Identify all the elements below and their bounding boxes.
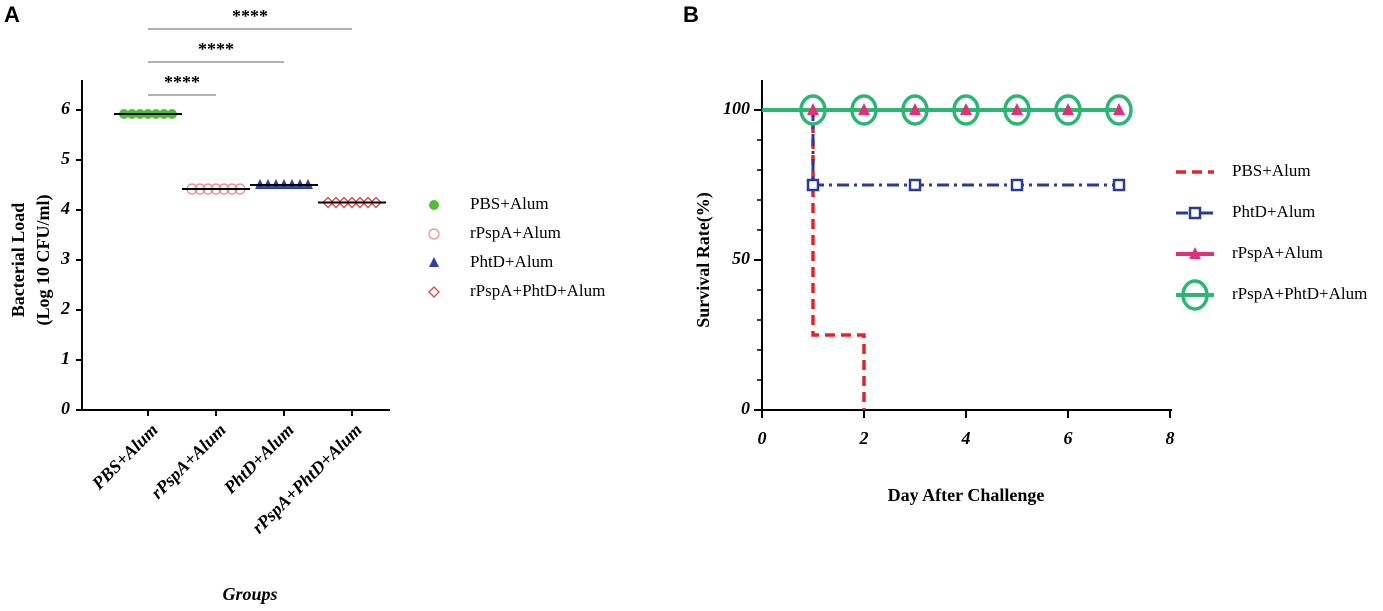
marker: [370, 196, 382, 209]
marker: [354, 196, 366, 209]
legend-label: rPspA+Alum: [470, 223, 561, 242]
marker: [799, 94, 827, 126]
x-axis-label: Groups: [222, 584, 277, 604]
marker: [1113, 103, 1125, 115]
y-tick-label: 0: [61, 398, 70, 418]
y-tick-label: 5: [61, 148, 70, 168]
marker: [428, 286, 440, 298]
x-tick-label: 6: [1064, 428, 1073, 448]
marker: [429, 200, 439, 210]
marker: [346, 196, 358, 209]
marker: [330, 196, 342, 209]
significance-label: ****: [232, 6, 268, 26]
marker: [908, 178, 922, 192]
y-tick-label: 6: [61, 98, 70, 118]
marker: [1105, 94, 1133, 126]
marker: [909, 103, 921, 115]
marker: [1112, 178, 1126, 192]
legend-label: PhtD+Alum: [470, 252, 553, 271]
legend-label: rPspA+PhtD+Alum: [1232, 284, 1367, 303]
y-tick-label: 4: [60, 198, 70, 218]
x-axis-label: Day After Challenge: [888, 485, 1045, 505]
y-tick-label: 0: [741, 398, 750, 418]
marker: [806, 178, 820, 192]
marker: [960, 103, 972, 115]
legend-label: PBS+Alum: [470, 194, 549, 213]
marker: [322, 196, 334, 209]
legend-label: rPspA+Alum: [1232, 243, 1323, 262]
marker: [1188, 206, 1202, 220]
marker: [1003, 94, 1031, 126]
y-tick-label: 50: [732, 248, 750, 268]
marker: [901, 94, 929, 126]
marker: [428, 228, 440, 240]
y-tick-label: 1: [61, 348, 70, 368]
significance-label: ****: [198, 39, 234, 59]
y-tick-label: 100: [723, 98, 750, 118]
marker: [858, 103, 870, 115]
y-axis-label: Bacterial Load: [8, 203, 28, 318]
x-tick-label: 8: [1166, 428, 1175, 448]
marker: [429, 257, 439, 267]
y-tick-label: 3: [60, 248, 70, 268]
legend-label: PBS+Alum: [1232, 161, 1311, 180]
survival-line: [762, 108, 866, 410]
panel-letter: A: [4, 2, 20, 27]
y-axis-label: (Log 10 CFU/ml): [33, 195, 54, 326]
survival-line: [762, 108, 1119, 187]
marker: [952, 94, 980, 126]
x-tick-label: PBS+Alum: [87, 420, 161, 494]
marker: [338, 196, 350, 209]
marker: [807, 103, 819, 115]
marker: [1010, 178, 1024, 192]
x-tick-label: 4: [961, 428, 971, 448]
significance-label: ****: [164, 72, 200, 92]
marker: [1062, 103, 1074, 115]
marker: [850, 94, 878, 126]
marker: [1011, 103, 1023, 115]
marker: [1054, 94, 1082, 126]
panel-letter: B: [683, 2, 699, 27]
legend-label: rPspA+PhtD+Alum: [470, 281, 605, 300]
marker: [1181, 279, 1209, 311]
x-tick-label: 2: [859, 428, 869, 448]
marker: [1189, 247, 1201, 259]
marker: [362, 196, 374, 209]
y-axis-label: Survival Rate(%): [693, 192, 714, 327]
y-tick-label: 2: [60, 298, 70, 318]
legend-label: PhtD+Alum: [1232, 202, 1315, 221]
x-tick-label: 0: [758, 428, 767, 448]
